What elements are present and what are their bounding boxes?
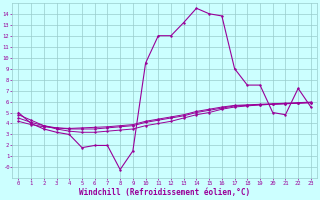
X-axis label: Windchill (Refroidissement éolien,°C): Windchill (Refroidissement éolien,°C) [79,188,250,197]
